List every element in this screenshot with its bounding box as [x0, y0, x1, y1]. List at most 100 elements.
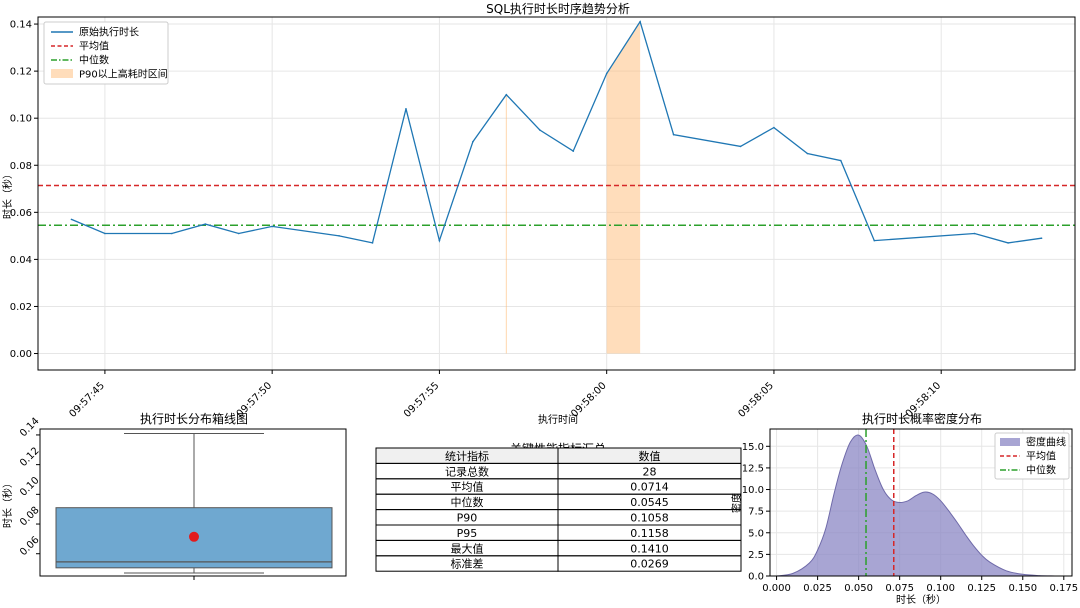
density-x-tick-label: 0.100	[926, 583, 955, 594]
raw-duration-point	[840, 159, 842, 162]
table-row-label: 平均值	[451, 481, 484, 494]
timeseries-grid	[38, 17, 1075, 370]
density-y-tick-label: 2.5	[748, 550, 764, 561]
raw-duration-point	[204, 223, 207, 225]
boxplot-title: 执行时长分布箱线图	[140, 411, 248, 426]
timeseries-x-tick-label: 09:57:55	[402, 380, 442, 420]
boxplot-y-tick-label: 0.08	[18, 505, 42, 529]
raw-duration-point	[338, 235, 340, 237]
density-legend-label-mean: 平均值	[1026, 450, 1056, 463]
legend-swatch-highlight	[51, 69, 73, 78]
boxplot-frame	[39, 428, 347, 577]
density-y-ticks: 0.0 2.5 5.0 7.5 10.0 12.5 15.0	[742, 442, 770, 583]
timeseries-y-tick-label: 0.14	[10, 20, 32, 31]
timeseries-y-tick-label: 0.12	[10, 67, 32, 78]
table-header-label: 统计指标	[445, 449, 489, 463]
raw-duration-point	[1007, 242, 1009, 244]
table-row-label: 最大值	[451, 541, 484, 555]
density-x-tick-label: 0.075	[885, 583, 914, 594]
boxplot-y-label: 时长（秒）	[1, 478, 14, 528]
density-y-tick-label: 15.0	[742, 442, 764, 453]
raw-duration-point	[1040, 237, 1043, 240]
timeseries-x-tick-label: 09:58:00	[569, 380, 609, 420]
raw-duration-point	[572, 150, 575, 152]
legend-label-highlight: P90以上高耗时区间	[79, 68, 168, 81]
highlight-spans	[505, 21, 641, 354]
table-row-label: 中位数	[451, 495, 484, 509]
timeseries-x-label: 执行时间	[538, 413, 578, 426]
timeseries-title: SQL执行时长时序趋势分析	[486, 1, 630, 16]
timeseries-legend: 原始执行时长 平均值 中位数 P90以上高耗时区间	[43, 21, 169, 85]
stats-table: 关键性能指标汇总 统计指标数值记录总数28平均值0.0714中位数0.0545P…	[375, 441, 742, 572]
timeseries-y-tick-label: 0.00	[10, 349, 32, 360]
legend-label-median: 中位数	[79, 54, 109, 67]
timeseries-x-tick-label: 09:57:45	[67, 380, 107, 420]
legend-label-mean: 平均值	[79, 40, 109, 53]
density-fill	[776, 434, 1056, 576]
table-row-label: P90	[457, 512, 478, 525]
density-legend-swatch-curve	[1000, 438, 1020, 446]
raw-duration-point	[806, 152, 809, 155]
raw-duration-point	[605, 72, 608, 75]
raw-duration-point	[438, 239, 441, 242]
timeseries-legend-box	[43, 21, 169, 85]
timeseries-y-tick-label: 0.02	[10, 302, 32, 313]
timeseries-y-tick-label: 0.10	[10, 114, 32, 125]
reference-lines	[38, 184, 1075, 227]
highlight-span	[606, 21, 641, 354]
table-row-label: P95	[457, 527, 478, 540]
density-y-tick-label: 0.0	[748, 572, 764, 583]
boxplot-y-ticks: 0.06 0.08 0.10 0.12 0.14	[18, 416, 42, 558]
density-x-tick-label: 0.150	[1008, 583, 1037, 594]
raw-duration-point	[773, 126, 775, 129]
raw-duration-point	[973, 232, 976, 235]
raw-duration-point	[639, 20, 641, 23]
density-chart: 执行时长概率密度分布 0.0 2.5 5.0 7.5 10.0 12.5 15.0 0.00…	[730, 411, 1078, 606]
table-row-label: 标准差	[451, 557, 484, 571]
raw-duration-point	[472, 140, 474, 143]
raw-duration-point	[538, 129, 541, 131]
density-x-tick-label: 0.175	[1049, 583, 1078, 594]
raw-duration-point	[271, 225, 273, 228]
legend-label-raw: 原始执行时长	[79, 26, 139, 39]
raw-duration-point	[873, 239, 876, 242]
raw-duration-point	[70, 218, 73, 221]
timeseries-y-tick-label: 0.04	[10, 255, 32, 266]
raw-duration-point	[672, 133, 675, 136]
density-y-tick-label: 10.0	[742, 485, 764, 496]
timeseries-y-tick-label: 0.08	[10, 161, 32, 172]
density-reference-lines	[865, 429, 895, 576]
density-legend-label-median: 中位数	[1026, 464, 1056, 477]
boxplot-body	[55, 432, 333, 574]
raw-duration-point	[371, 242, 374, 244]
density-y-label: 密度	[730, 493, 743, 513]
timeseries-lines	[70, 20, 1043, 244]
raw-duration-point	[104, 232, 106, 235]
timeseries-frame	[37, 16, 1076, 371]
density-y-tick-label: 7.5	[748, 507, 764, 518]
table-header-value: 数值	[639, 450, 661, 463]
timeseries-x-tick-label: 09:58:05	[737, 380, 777, 420]
table-row-value: 0.0269	[630, 558, 669, 571]
table-row-label: 记录总数	[445, 464, 489, 478]
timeseries-y-label: 时长（秒）	[1, 169, 14, 219]
density-legend: 密度曲线 平均值 中位数	[994, 432, 1070, 480]
table-cell	[557, 555, 742, 572]
table-row-value: 0.1058	[630, 512, 669, 525]
boxplot-y-tick-label: 0.10	[18, 475, 42, 499]
density-y-tick-label: 5.0	[748, 528, 764, 539]
density-x-tick-label: 0.000	[762, 583, 791, 594]
timeseries-y-tick-label: 0.06	[10, 208, 32, 219]
raw-duration-point	[505, 93, 508, 96]
boxplot-chart: 执行时长分布箱线图 0.06 0.08 0.10 0.12 0.14 时长（秒）	[1, 411, 347, 580]
density-title: 执行时长概率密度分布	[862, 411, 982, 426]
density-curve	[776, 434, 1056, 577]
density-x-ticks: 0.000 0.025 0.050 0.075 0.100 0.125 0.150 0.175	[762, 576, 1078, 594]
table-row-value: 0.1158	[630, 527, 669, 540]
density-area	[776, 434, 1056, 577]
timeseries-chart: SQL执行时长时序趋势分析 0.00 0.02 0.04 0.06 0.08 0.10 0.…	[1, 1, 1076, 426]
table-row-value: 0.0714	[630, 481, 669, 494]
raw-duration-point	[237, 232, 240, 235]
